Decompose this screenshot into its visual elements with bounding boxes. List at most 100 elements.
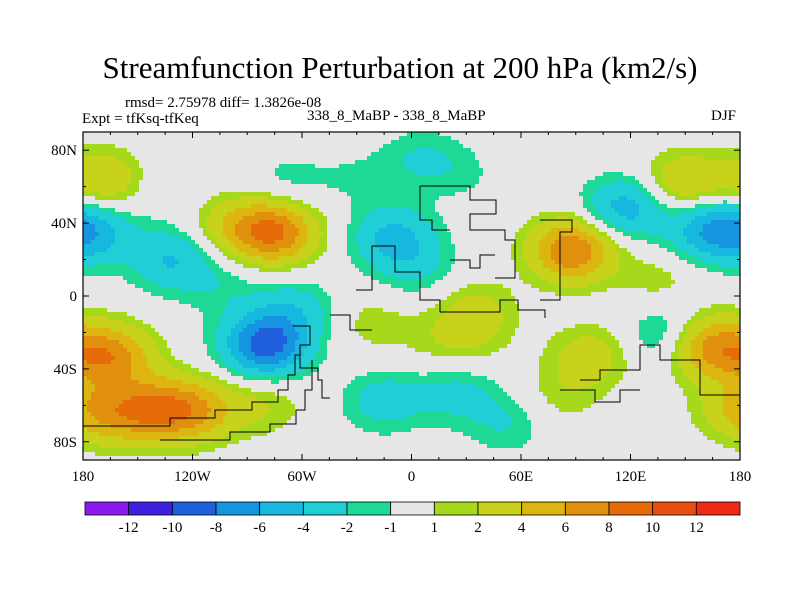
field-cell <box>515 212 520 217</box>
field-cell <box>239 200 244 205</box>
field-cell <box>467 248 472 253</box>
field-cell <box>523 244 528 249</box>
field-cell <box>407 208 412 213</box>
field-cell <box>555 184 560 189</box>
field-cell <box>659 192 664 197</box>
field-cell <box>507 144 512 149</box>
field-cell <box>263 208 268 213</box>
field-cell <box>107 172 112 177</box>
field-cell <box>491 204 496 209</box>
field-cell <box>715 244 720 249</box>
field-cell <box>423 172 428 177</box>
field-cell <box>135 148 140 153</box>
field-cell <box>611 188 616 193</box>
field-cell <box>207 156 212 161</box>
field-cell <box>415 180 420 185</box>
field-cell <box>151 232 156 237</box>
field-cell <box>367 144 372 149</box>
field-cell <box>603 192 608 197</box>
field-cell <box>379 172 384 177</box>
field-cell <box>591 204 596 209</box>
field-cell <box>247 240 252 245</box>
field-cell <box>411 216 416 221</box>
field-cell <box>675 240 680 245</box>
field-cell <box>507 152 512 157</box>
field-cell <box>299 212 304 217</box>
field-cell <box>487 224 492 229</box>
field-cell <box>731 248 736 253</box>
field-cell <box>339 204 344 209</box>
field-cell <box>111 212 116 217</box>
field-cell <box>571 132 576 137</box>
field-cell <box>363 156 368 161</box>
field-cell <box>103 152 108 157</box>
field-cell <box>83 244 88 249</box>
field-cell <box>103 208 108 213</box>
field-cell <box>311 152 316 157</box>
field-cell <box>463 240 468 245</box>
field-cell <box>343 172 348 177</box>
field-cell <box>463 248 468 253</box>
field-cell <box>443 160 448 165</box>
field-cell <box>723 180 728 185</box>
field-cell <box>143 208 148 213</box>
field-cell <box>435 172 440 177</box>
field-cell <box>127 208 132 213</box>
field-cell <box>563 144 568 149</box>
field-cell <box>551 228 556 233</box>
field-cell <box>175 252 180 257</box>
field-cell <box>123 196 128 201</box>
field-cell <box>295 172 300 177</box>
field-cell <box>527 216 532 221</box>
field-cell <box>111 160 116 165</box>
field-cell <box>407 196 412 201</box>
field-cell <box>467 204 472 209</box>
field-cell <box>175 224 180 229</box>
field-cell <box>459 192 464 197</box>
field-cell <box>207 244 212 249</box>
field-cell <box>631 132 636 137</box>
field-cell <box>551 132 556 137</box>
field-cell <box>363 144 368 149</box>
field-cell <box>503 156 508 161</box>
field-cell <box>215 204 220 209</box>
field-cell <box>611 208 616 213</box>
field-cell <box>299 164 304 169</box>
field-cell <box>279 220 284 225</box>
field-cell <box>223 240 228 245</box>
field-cell <box>215 172 220 177</box>
field-cell <box>499 132 504 137</box>
field-cell <box>559 220 564 225</box>
field-cell <box>195 184 200 189</box>
field-cell <box>371 224 376 229</box>
field-cell <box>131 144 136 149</box>
field-cell <box>395 240 400 245</box>
field-cell <box>623 132 628 137</box>
field-cell <box>723 140 728 145</box>
field-cell <box>619 240 624 245</box>
field-cell <box>151 176 156 181</box>
field-cell <box>235 244 240 249</box>
field-cell <box>639 220 644 225</box>
field-cell <box>431 168 436 173</box>
field-cell <box>163 248 168 253</box>
field-cell <box>395 208 400 213</box>
field-cell <box>431 152 436 157</box>
field-cell <box>439 236 444 241</box>
field-cell <box>115 232 120 237</box>
field-cell <box>303 172 308 177</box>
field-cell <box>471 240 476 245</box>
field-cell <box>559 244 564 249</box>
field-cell <box>407 152 412 157</box>
field-cell <box>119 132 124 137</box>
field-cell <box>223 220 228 225</box>
field-cell <box>487 196 492 201</box>
field-cell <box>167 232 172 237</box>
field-cell <box>131 228 136 233</box>
field-cell <box>695 224 700 229</box>
field-cell <box>671 168 676 173</box>
field-cell <box>435 216 440 221</box>
field-cell <box>675 216 680 221</box>
field-cell <box>711 136 716 141</box>
field-cell <box>275 244 280 249</box>
